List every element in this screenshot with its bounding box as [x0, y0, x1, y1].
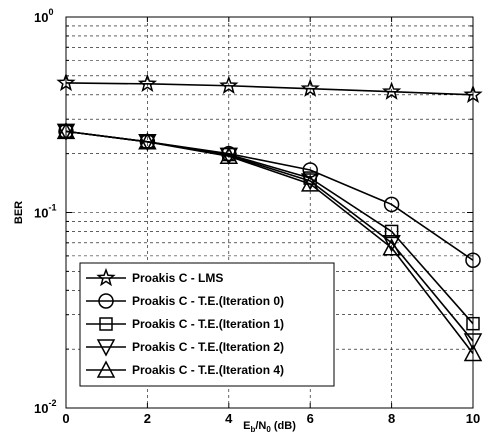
series-line-0 [65, 82, 474, 96]
x-tick-label-0: 0 [62, 411, 69, 426]
legend-label-0: Proakis C - LMS [132, 271, 223, 285]
series-0-point-3 [300, 78, 320, 97]
x-tick-label-1: 2 [144, 411, 151, 426]
series-4-point-1 [138, 132, 157, 150]
legend-marker-0 [96, 267, 116, 287]
legend-label-4: Proakis C - T.E.(Iteration 4) [132, 363, 284, 377]
series-3-point-3 [300, 173, 320, 191]
y-tick-label-exponent: -1 [48, 203, 56, 213]
x-tick-labels: 0 2 4 6 8 10 [62, 411, 480, 426]
y-tick-label-exponent: -2 [48, 398, 56, 408]
x-tick-label-2: 4 [225, 411, 233, 426]
series-4-point-2 [219, 146, 239, 164]
series-4-point-4 [382, 238, 401, 256]
x-axis-label-main: E [243, 420, 250, 432]
legend: Proakis C - LMS Proakis C - T.E.(Iteratio… [79, 262, 335, 387]
y-tick-label-exponent: 0 [48, 7, 53, 17]
x-axis-label-sub1: b [250, 425, 255, 432]
x-axis-label: Eb/N0 (dB) [243, 420, 296, 432]
x-axis-label-mid: /N [255, 420, 266, 432]
y-tick-label-2: 10-2 [34, 398, 56, 416]
series-0-point-2 [219, 75, 239, 94]
x-tick-label-3: 6 [307, 411, 314, 426]
legend-label-2: Proakis C - T.E.(Iteration 1) [132, 317, 284, 331]
x-tick-label-4: 8 [388, 411, 395, 426]
y-tick-label-1: 10-1 [34, 203, 56, 221]
tick-marks [65, 16, 474, 409]
series-2-point-4 [384, 224, 399, 239]
legend-marker-4 [96, 360, 116, 378]
y-axis-label: BER [13, 201, 25, 224]
x-axis-label-unit: (dB) [271, 420, 296, 432]
y-tick-label-base: 10 [34, 206, 48, 221]
y-tick-label-base: 10 [34, 10, 48, 25]
series-1-point-4 [383, 196, 400, 213]
legend-marker-3 [96, 339, 116, 357]
legend-marker-2 [99, 317, 113, 331]
series-line-1 [65, 130, 474, 261]
legend-label-3: Proakis C - T.E.(Iteration 2) [132, 340, 284, 354]
x-tick-label-5: 10 [466, 411, 480, 426]
legend-marker-1 [98, 293, 114, 309]
series-4-point-3 [300, 174, 320, 192]
series-0-point-1 [137, 73, 158, 93]
series-0-point-4 [381, 81, 402, 100]
series-3-point-4 [382, 235, 401, 253]
y-tick-label-base: 10 [34, 401, 48, 416]
x-axis-label-sub2: 0 [266, 425, 271, 432]
y-tick-label-0: 100 [34, 7, 53, 25]
legend-label-1: Proakis C - T.E.(Iteration 0) [132, 294, 284, 308]
series-line-4 [65, 130, 474, 354]
